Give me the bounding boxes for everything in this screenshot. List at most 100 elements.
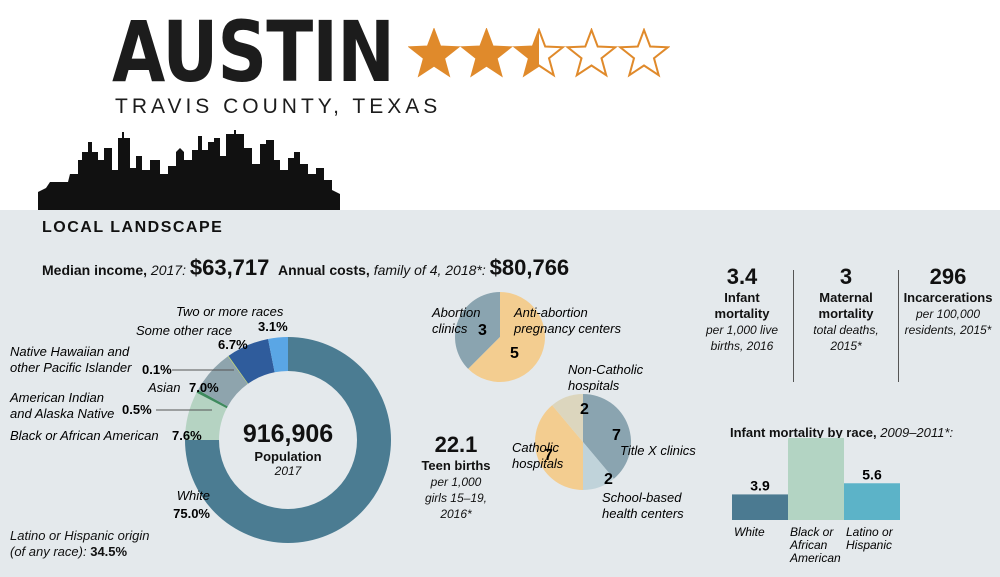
teen-births: 22.1 Teen births per 1,000 girls 15–19, … bbox=[416, 432, 496, 522]
section-title: LOCAL LANDSCAPE bbox=[42, 219, 224, 236]
donut-slice bbox=[185, 392, 227, 440]
donut-label: other Pacific Islander bbox=[10, 360, 132, 375]
star-icon bbox=[408, 28, 461, 78]
donut-label: Some other race bbox=[136, 323, 232, 338]
pie-slice bbox=[583, 394, 631, 479]
population-center: 916,906 Population 2017 bbox=[228, 420, 348, 478]
annual-costs-value: $80,766 bbox=[489, 255, 570, 280]
bar-category-label: Latino or bbox=[846, 525, 894, 539]
pie-value-label: 2 bbox=[604, 471, 613, 488]
pie-label: Anti-abortion bbox=[513, 305, 588, 320]
pie-slice bbox=[552, 394, 583, 442]
pie-slice bbox=[455, 292, 500, 369]
star-half-icon bbox=[515, 30, 539, 76]
donut-slice bbox=[198, 356, 248, 407]
pie-label: Catholic bbox=[512, 440, 559, 455]
pie-value-label: 2 bbox=[580, 401, 589, 418]
latino-value: 34.5% bbox=[90, 544, 128, 559]
donut-value-label: 0.1% bbox=[142, 362, 172, 377]
teen-births-title: Teen births bbox=[421, 458, 491, 473]
bar-chart-title: Infant mortality by race, 2009–2011*: bbox=[730, 425, 953, 440]
pie-slice bbox=[583, 442, 614, 490]
median-income-value: $63,717 bbox=[189, 255, 270, 280]
pie-label: clinics bbox=[432, 321, 468, 336]
bar-category-label: American bbox=[789, 551, 841, 565]
donut-value-label: 75.0% bbox=[173, 506, 210, 521]
annual-costs-label: Annual costs, bbox=[278, 262, 370, 278]
bar-value-label: 5.6 bbox=[862, 466, 882, 482]
donut-value-label: 6.7% bbox=[218, 337, 248, 352]
donut-label: Two or more races bbox=[176, 304, 284, 319]
stat-infant-mortality: 3.4 Infant mortality per 1,000 live birt… bbox=[692, 264, 792, 354]
divider bbox=[898, 270, 899, 382]
stat-sub-2: births, 2016 bbox=[710, 339, 774, 353]
donut-slice bbox=[268, 337, 288, 373]
stat-sub: per 1,000 live bbox=[705, 323, 779, 337]
pie-label: Title X clinics bbox=[620, 443, 696, 458]
bar-value-label: 12.5 bbox=[802, 436, 829, 437]
donut-label: White bbox=[177, 488, 210, 503]
county-subtitle: TRAVIS COUNTY, TEXAS bbox=[115, 95, 442, 118]
pie-label: Non-Catholic bbox=[568, 362, 644, 377]
city-title: AUSTIN bbox=[112, 3, 395, 101]
latino-line1: Latino or Hispanic origin bbox=[10, 528, 150, 543]
pie-value-label: 5 bbox=[510, 345, 519, 362]
star-icon bbox=[459, 28, 514, 78]
population-year: 2017 bbox=[274, 464, 302, 478]
donut-label: and Alaska Native bbox=[10, 406, 114, 421]
stat-title: Incarcerations bbox=[903, 290, 993, 305]
donut-slice bbox=[185, 337, 391, 543]
donut-label: Native Hawaiian and bbox=[10, 344, 130, 359]
bar-category-label: White bbox=[734, 525, 765, 539]
teen-births-line3: 2016* bbox=[440, 507, 472, 521]
stat-incarcerations: 296 Incarcerations per 100,000 residents… bbox=[898, 264, 998, 338]
star-icon bbox=[564, 28, 619, 78]
donut-label: Asian bbox=[147, 380, 181, 395]
pie-slice bbox=[468, 292, 545, 382]
latino-label: Latino or Hispanic origin (of any race):… bbox=[10, 528, 149, 560]
stat-maternal-mortality: 3 Maternal mortality total deaths, 2015* bbox=[796, 264, 896, 354]
pie-label: Abortion bbox=[431, 305, 480, 320]
stat-value: 296 bbox=[929, 264, 967, 289]
pie-label: pregnancy centers bbox=[513, 321, 621, 336]
median-income-year: 2017: bbox=[150, 262, 186, 278]
skyline-icon bbox=[38, 130, 340, 210]
annual-costs-note: family of 4, 2018*: bbox=[373, 262, 486, 278]
donut-slice bbox=[228, 338, 275, 384]
stat-title: Infant bbox=[724, 290, 760, 305]
pie-label: hospitals bbox=[512, 456, 564, 471]
teen-births-line2: girls 15–19, bbox=[424, 491, 488, 505]
stat-sub-2: 2015* bbox=[830, 339, 862, 353]
pie-label: hospitals bbox=[568, 378, 620, 393]
bar-category-label: Hispanic bbox=[846, 538, 892, 552]
donut-value-label: 7.0% bbox=[189, 380, 219, 395]
median-income: Median income, 2017: $63,717 bbox=[42, 255, 269, 281]
pie-value-label: 3 bbox=[478, 322, 487, 339]
stat-value: 3.4 bbox=[726, 264, 758, 289]
stat-sub-2: residents, 2015* bbox=[904, 323, 992, 337]
teen-births-line1: per 1,000 bbox=[430, 475, 482, 489]
bar bbox=[788, 438, 844, 520]
donut-label: Black or African American bbox=[10, 428, 159, 443]
stat-title: Maternal bbox=[819, 290, 873, 305]
latino-line2: (of any race): bbox=[10, 544, 87, 559]
race-donut-chart: White 75.0% Black or African American 7.6% A… bbox=[9, 304, 391, 543]
star-rating bbox=[408, 28, 670, 78]
bar-value-label: 3.9 bbox=[750, 477, 770, 493]
pie-label: health centers bbox=[602, 506, 684, 521]
pie-value-label: 7 bbox=[544, 447, 553, 464]
bar-category-label: African bbox=[789, 538, 828, 552]
median-income-label: Median income, bbox=[42, 262, 148, 278]
stat-sub: per 100,000 bbox=[915, 307, 981, 321]
star-icon bbox=[617, 28, 670, 78]
stat-sub: total deaths, bbox=[813, 323, 879, 337]
stat-title-2: mortality bbox=[714, 306, 770, 321]
annual-costs: Annual costs, family of 4, 2018*: $80,76… bbox=[278, 255, 569, 281]
stat-title-2: mortality bbox=[818, 306, 874, 321]
teen-births-value: 22.1 bbox=[434, 432, 478, 457]
donut-value-label: 3.1% bbox=[258, 319, 288, 334]
pie-slice bbox=[535, 405, 583, 490]
divider bbox=[793, 270, 794, 382]
